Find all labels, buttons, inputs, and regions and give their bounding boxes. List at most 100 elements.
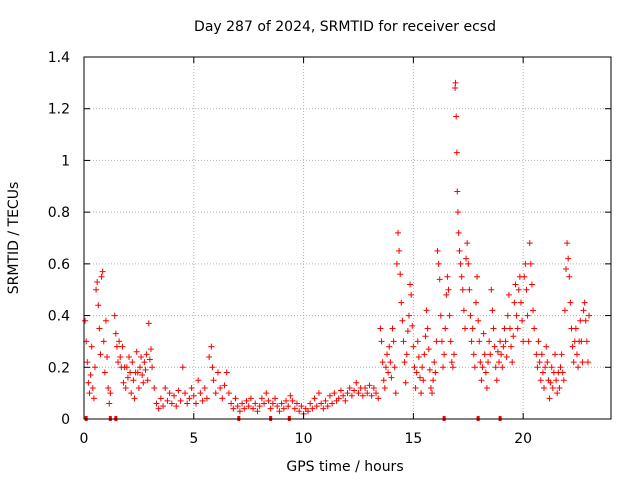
data-point <box>425 346 432 353</box>
data-point <box>87 372 94 379</box>
data-point <box>228 400 235 407</box>
data-point <box>454 209 461 216</box>
data-point <box>88 343 95 350</box>
data-point <box>513 312 520 319</box>
data-point <box>479 364 486 371</box>
data-point <box>131 395 138 402</box>
data-point <box>543 343 550 350</box>
data-point <box>136 364 143 371</box>
data-point <box>496 359 503 366</box>
data-point <box>115 359 122 366</box>
data-point <box>177 397 184 404</box>
data-point <box>388 374 395 381</box>
data-point <box>520 338 527 345</box>
data-point <box>541 384 548 391</box>
data-point <box>452 85 459 92</box>
data-point <box>199 397 206 404</box>
data-point <box>243 397 250 404</box>
data-point <box>206 353 213 360</box>
data-point <box>577 317 584 324</box>
data-point <box>469 325 476 332</box>
data-point <box>373 390 380 397</box>
y-tick-label: 0.6 <box>48 257 70 273</box>
data-point <box>444 273 451 280</box>
data-point <box>535 338 542 345</box>
data-point <box>346 384 353 391</box>
data-point <box>504 312 511 319</box>
y-tick-label: 1 <box>61 153 70 169</box>
data-point <box>375 395 382 402</box>
data-point <box>544 359 551 366</box>
data-point <box>506 325 513 332</box>
data-point <box>95 302 102 309</box>
data-point <box>261 400 268 407</box>
data-point <box>364 390 371 397</box>
data-point <box>431 359 438 366</box>
data-point <box>481 351 488 358</box>
data-point <box>549 384 556 391</box>
data-point <box>580 307 587 314</box>
data-point <box>201 384 208 391</box>
data-point <box>96 325 103 332</box>
data-point <box>572 325 579 332</box>
data-point <box>104 353 111 360</box>
axis-ticks: 0 5 10 15 20 0 0.2 0.4 0.6 0.8 1 1.2 1.4 <box>48 50 611 447</box>
data-point <box>214 369 221 376</box>
data-point <box>397 271 404 278</box>
data-point <box>561 307 568 314</box>
data-point <box>477 359 484 366</box>
data-point <box>491 343 498 350</box>
data-point <box>111 312 118 319</box>
data-point <box>487 351 494 358</box>
data-point <box>505 291 512 298</box>
data-point <box>329 400 336 407</box>
data-point <box>405 312 412 319</box>
data-point <box>552 351 559 358</box>
data-point <box>478 377 485 384</box>
data-point <box>547 379 554 386</box>
data-point <box>122 384 129 391</box>
data-point <box>188 384 195 391</box>
data-point <box>546 395 553 402</box>
data-point <box>429 390 436 397</box>
data-point <box>208 343 215 350</box>
x-tick-label: 10 <box>295 431 313 447</box>
data-point <box>411 364 418 371</box>
data-point <box>155 405 162 412</box>
data-point <box>566 273 573 280</box>
data-point <box>414 338 421 345</box>
data-point <box>418 390 425 397</box>
data-point <box>430 377 437 384</box>
data-point <box>142 366 149 373</box>
data-point <box>449 364 456 371</box>
data-point <box>370 384 377 391</box>
data-point <box>258 395 265 402</box>
data-point <box>399 317 406 324</box>
data-point <box>558 351 565 358</box>
data-point <box>573 351 580 358</box>
data-point <box>521 273 528 280</box>
data-point <box>501 325 508 332</box>
data-point <box>470 351 477 358</box>
data-point <box>130 377 137 384</box>
data-point <box>210 377 217 384</box>
data-point <box>324 403 331 410</box>
data-point <box>564 240 571 247</box>
data-point <box>400 338 407 345</box>
data-point <box>508 343 515 350</box>
data-point <box>225 390 232 397</box>
data-point <box>101 369 108 376</box>
data-point <box>190 392 197 399</box>
data-point <box>468 338 475 345</box>
data-point <box>556 384 563 391</box>
data-point <box>340 392 347 399</box>
data-point <box>463 255 470 262</box>
data-point <box>219 395 226 402</box>
data-point <box>197 390 204 397</box>
data-point <box>410 343 417 350</box>
data-point <box>89 384 96 391</box>
data-point <box>409 322 416 329</box>
data-point <box>442 325 449 332</box>
data-point <box>267 405 274 412</box>
data-point <box>416 374 423 381</box>
